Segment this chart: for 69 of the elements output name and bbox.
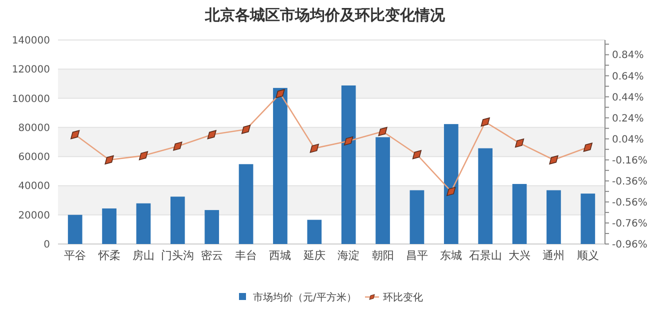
x-tick-label: 平谷 <box>64 249 86 262</box>
point <box>549 155 558 164</box>
x-tick-label: 大兴 <box>508 249 531 262</box>
point <box>583 142 592 152</box>
bar <box>546 190 561 244</box>
y2-tick-label: 0.04% <box>612 134 644 146</box>
point <box>138 151 148 160</box>
y-tick-label: 60000 <box>18 152 50 164</box>
bar <box>238 164 254 244</box>
x-tick-label: 顺义 <box>576 249 599 262</box>
point <box>310 144 319 153</box>
x-tick-label: 密云 <box>200 249 223 262</box>
point <box>446 186 456 196</box>
point <box>104 155 114 164</box>
x-tick-label: 昌平 <box>406 249 428 262</box>
bar <box>68 214 82 244</box>
y-tick-label: 120000 <box>12 64 50 76</box>
y2-tick-label: -0.56% <box>612 197 648 208</box>
x-tick-label: 通州 <box>542 249 565 262</box>
bar <box>273 88 288 244</box>
point <box>70 130 80 140</box>
x-tick-label: 延庆 <box>302 249 326 262</box>
bar <box>444 124 458 244</box>
bar <box>512 184 527 244</box>
x-tick-label: 门头沟 <box>161 249 194 262</box>
y2-tick-label: 0.24% <box>612 113 644 124</box>
y-tick-label: 140000 <box>12 36 50 46</box>
x-tick-label: 海淀 <box>338 249 360 262</box>
x-tick-label: 朝阳 <box>372 249 394 262</box>
x-tick-label: 丰台 <box>235 249 258 262</box>
legend-label: 环比变化 <box>383 292 423 304</box>
x-tick-label: 石景山 <box>468 249 502 262</box>
bar <box>136 203 151 244</box>
y-tick-label: 0 <box>44 240 50 250</box>
point <box>276 89 285 98</box>
y2-tick-label: 0.64% <box>612 71 644 82</box>
point <box>514 138 524 148</box>
bar <box>410 190 424 244</box>
y2-tick-label: -0.76% <box>612 218 648 230</box>
bar <box>307 220 322 244</box>
y-tick-label: 20000 <box>18 210 50 222</box>
legend-label: 市场均价（元/平方米） <box>253 292 356 304</box>
y-tick-label: 100000 <box>12 94 50 105</box>
y2-tick-label: 0.44% <box>612 92 644 104</box>
point <box>207 130 216 140</box>
point <box>344 136 354 146</box>
bar <box>580 194 596 244</box>
x-tick-label: 西城 <box>269 249 292 262</box>
point <box>480 117 490 127</box>
bar <box>204 210 220 244</box>
y2-tick-label: 0.84% <box>612 50 644 62</box>
bar <box>170 196 185 244</box>
point <box>241 124 251 134</box>
y2-tick-label: -0.16% <box>612 155 648 166</box>
y-tick-label: 80000 <box>18 122 50 134</box>
x-tick-label: 东城 <box>440 249 462 262</box>
point <box>173 142 182 151</box>
chart-title: 北京各城区市场均价及环比变化情况 <box>204 6 446 24</box>
bar <box>376 137 390 244</box>
y2-tick-label: -0.96% <box>612 240 648 250</box>
bar <box>478 148 493 244</box>
point <box>412 150 422 160</box>
y-tick-label: 40000 <box>18 181 50 192</box>
bar <box>341 85 356 244</box>
y2-tick-label: -0.36% <box>612 176 648 188</box>
x-tick-label: 怀柔 <box>97 249 120 262</box>
point <box>378 126 388 136</box>
bar <box>102 208 116 244</box>
x-tick-label: 房山 <box>132 249 154 262</box>
